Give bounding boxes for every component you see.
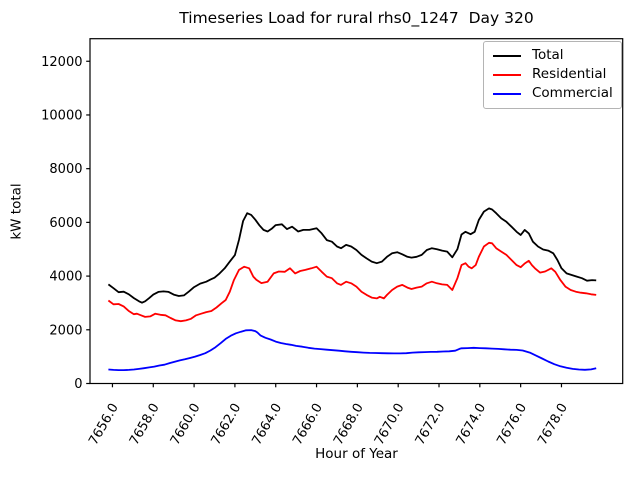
x-tick-label: 7678.0 xyxy=(535,401,571,448)
legend-label-commercial: Commercial xyxy=(532,85,613,102)
y-tick-label: 8000 xyxy=(49,162,82,177)
legend-label-total: Total xyxy=(532,47,564,64)
x-tick-label: 7656.0 xyxy=(86,401,122,448)
x-tick-label: 7670.0 xyxy=(372,401,408,448)
legend-line-residential-swatch xyxy=(493,74,521,76)
y-tick-label: 2000 xyxy=(49,323,82,338)
series-layer xyxy=(107,207,597,372)
x-tick-label: 7676.0 xyxy=(494,401,530,448)
y-axis-label: kW total xyxy=(8,183,25,240)
legend-line-commercial-swatch xyxy=(493,92,521,95)
legend-item-commercial: Commercial xyxy=(493,85,613,102)
x-tick-label: 7662.0 xyxy=(209,401,245,448)
x-axis-label: Hour of Year xyxy=(315,446,398,462)
x-tick-label: 7672.0 xyxy=(413,401,449,448)
y-tick-label: 6000 xyxy=(49,216,82,231)
y-tick-label: 10000 xyxy=(41,108,82,123)
legend-label-residential: Residential xyxy=(532,66,607,83)
legend-line-total-swatch xyxy=(493,55,521,58)
x-tick-label: 7664.0 xyxy=(249,401,285,448)
x-tick-label: 7668.0 xyxy=(331,401,367,448)
series-line-total xyxy=(107,207,597,304)
y-tick-label: 12000 xyxy=(41,55,82,70)
x-tick-label: 7666.0 xyxy=(290,401,326,448)
y-tick-label: 0 xyxy=(74,377,82,392)
x-tick-label: 7674.0 xyxy=(454,401,490,448)
legend-item-residential: Residential xyxy=(493,68,612,82)
y-tick-label: 4000 xyxy=(49,270,82,285)
ticks-layer: 7656.0 7658.0 7660.0 7662.0 7664.0 7666.0 7668… xyxy=(41,55,571,448)
legend: Total Residential Commercial xyxy=(483,41,622,109)
series-line-commercial xyxy=(108,329,597,372)
x-tick-label: 7658.0 xyxy=(127,401,163,448)
legend-item-total: Total xyxy=(493,49,612,63)
x-tick-label: 7660.0 xyxy=(168,401,204,448)
axes-frame xyxy=(89,38,624,385)
series-line-residential xyxy=(107,241,597,323)
chart-title: Timeseries Load for rural rhs0_1247 Day … xyxy=(179,9,534,27)
